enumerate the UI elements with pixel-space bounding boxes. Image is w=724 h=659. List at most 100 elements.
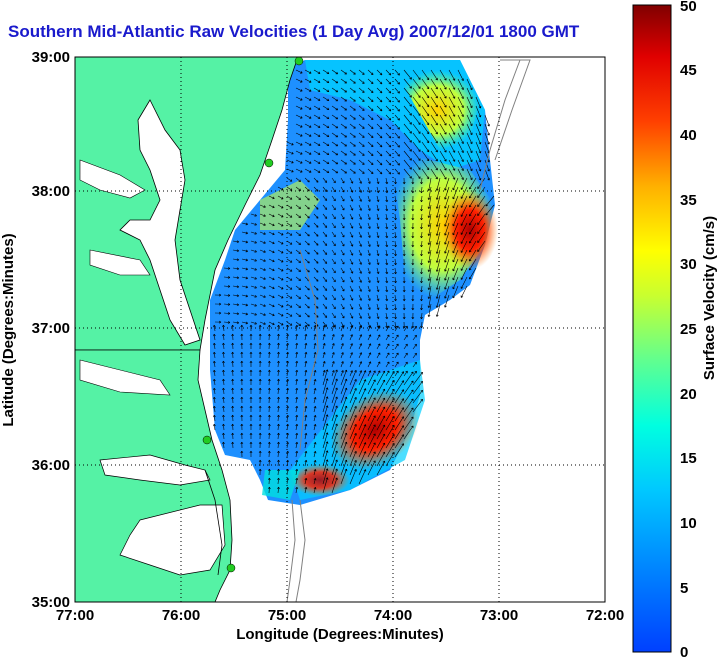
velocity-arrow — [267, 486, 271, 494]
velocity-arrow — [385, 213, 389, 221]
velocity-arrow — [460, 231, 468, 244]
velocity-arrow — [313, 249, 319, 255]
velocity-arrow — [250, 231, 257, 235]
velocity-arrow — [349, 87, 356, 93]
velocity-arrow — [358, 78, 365, 84]
colorbar-tick-label: 40 — [680, 127, 697, 144]
velocity-arrow — [322, 370, 326, 377]
velocity-arrow — [402, 312, 406, 320]
velocity-arrow — [295, 276, 301, 282]
velocity-arrow — [435, 213, 441, 227]
velocity-arrow — [259, 231, 266, 235]
velocity-arrow — [322, 69, 330, 75]
velocity-arrow — [304, 324, 308, 332]
velocity-arrow — [286, 159, 294, 164]
velocity-arrow — [313, 333, 317, 341]
velocity-arrow — [313, 351, 317, 359]
velocity-arrow — [477, 222, 486, 234]
velocity-arrow — [349, 343, 353, 350]
velocity-arrow — [286, 276, 293, 281]
velocity-arrow — [367, 186, 371, 193]
velocity-arrow — [448, 168, 456, 180]
velocity-arrow — [460, 267, 468, 280]
velocity-arrow — [349, 123, 356, 129]
velocity-arrow — [340, 441, 348, 458]
pamlico-sound — [119, 504, 226, 576]
velocity-arrow — [403, 425, 414, 440]
velocity-arrow — [376, 240, 380, 248]
velocity-arrow — [322, 361, 326, 368]
velocity-arrow — [258, 432, 262, 440]
velocity-arrow — [304, 477, 308, 485]
velocity-arrow — [412, 334, 417, 341]
velocity-arrow — [349, 396, 357, 413]
velocity-arrow — [349, 423, 357, 440]
velocity-arrow — [475, 96, 482, 109]
velocity-arrow — [267, 405, 271, 413]
velocity-arrow — [460, 276, 468, 289]
velocity-arrow — [213, 342, 216, 350]
velocity-arrow — [411, 204, 415, 212]
velocity-arrow — [213, 324, 216, 332]
velocity-arrow — [304, 114, 312, 119]
velocity-arrow — [258, 342, 262, 350]
velocity-arrow — [367, 397, 376, 413]
velocity-arrow — [439, 141, 447, 153]
velocity-arrow — [340, 204, 345, 211]
velocity-arrow — [277, 423, 280, 431]
velocity-arrow — [286, 285, 293, 290]
velocity-arrow — [394, 150, 400, 157]
velocity-arrow — [340, 432, 348, 449]
velocity-arrow — [286, 378, 289, 386]
velocity-arrow — [304, 240, 310, 246]
velocity-arrow — [331, 159, 339, 165]
velocity-arrow — [331, 96, 339, 102]
velocity-arrow — [452, 276, 459, 290]
velocity-arrow — [427, 276, 432, 290]
velocity-arrow — [452, 177, 459, 191]
velocity-arrow — [385, 231, 389, 239]
station-marker — [226, 563, 236, 573]
velocity-arrow — [367, 123, 374, 130]
velocity-arrow — [295, 360, 299, 368]
x-tick-label: 75:00 — [268, 607, 306, 624]
velocity-arrow — [394, 114, 400, 121]
velocity-arrow — [313, 132, 321, 137]
velocity-arrow — [277, 450, 280, 458]
velocity-arrow — [304, 360, 308, 368]
velocity-arrow — [452, 204, 459, 218]
velocity-arrow — [349, 240, 354, 247]
velocity-arrow — [349, 78, 356, 84]
velocity-arrow — [313, 405, 317, 413]
velocity-arrow — [277, 267, 284, 272]
velocity-arrow — [304, 132, 312, 137]
velocity-arrow — [367, 105, 374, 112]
velocity-arrow — [435, 231, 441, 245]
x-tick-label: 72:00 — [586, 607, 624, 624]
velocity-arrow — [349, 150, 356, 156]
velocity-arrow — [420, 177, 423, 185]
velocity-arrow — [469, 213, 477, 226]
velocity-arrow — [295, 405, 299, 413]
velocity-arrow — [402, 222, 406, 230]
velocity-arrow — [340, 123, 347, 129]
velocity-arrow — [295, 351, 299, 359]
velocity-arrow — [420, 240, 423, 248]
velocity-arrow — [439, 69, 447, 81]
velocity-arrow — [286, 486, 289, 494]
velocity-arrow — [394, 159, 400, 166]
velocity-arrow — [460, 285, 468, 298]
velocity-arrow — [322, 249, 328, 255]
velocity-arrow — [349, 378, 357, 395]
velocity-arrow — [295, 369, 299, 377]
velocity-arrow — [349, 213, 354, 220]
colorbar-tick-label: 45 — [680, 62, 697, 79]
velocity-arrow — [430, 150, 438, 162]
velocity-arrow — [358, 352, 363, 359]
velocity-arrow — [322, 312, 328, 318]
velocity-arrow — [331, 105, 339, 111]
velocity-arrow — [358, 460, 367, 476]
velocity-arrow — [286, 258, 293, 263]
velocity-arrow — [331, 387, 338, 404]
velocity-arrow — [295, 312, 301, 318]
